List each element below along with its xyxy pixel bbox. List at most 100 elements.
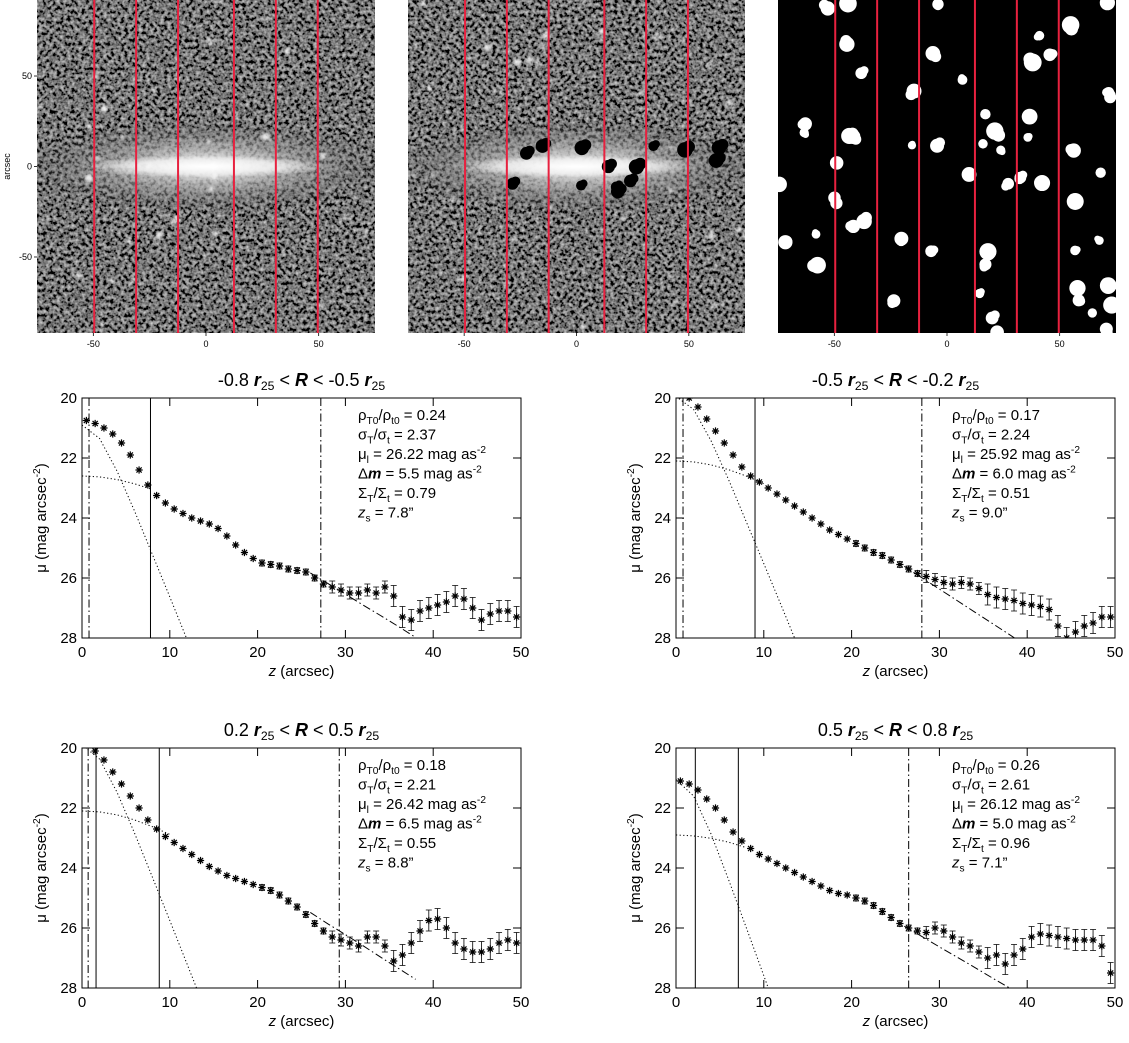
- data-point: [135, 466, 143, 474]
- star: [706, 230, 715, 239]
- x-axis-label-part: z: [268, 663, 277, 680]
- data-point: [905, 565, 913, 573]
- star: [668, 187, 675, 194]
- mask-blob: [1102, 327, 1113, 333]
- data-point: [878, 551, 886, 560]
- data-point: [179, 509, 187, 518]
- y-axis-label-part: -2: [626, 818, 637, 827]
- x-tick-label: 50: [1107, 644, 1124, 661]
- star: [426, 85, 433, 92]
- star: [673, 148, 678, 153]
- data-point: [1001, 595, 1009, 603]
- star: [151, 192, 154, 195]
- galaxy-core: [455, 155, 698, 178]
- data-point: [782, 864, 790, 872]
- image-background: [778, 0, 1116, 333]
- data-point: [477, 948, 486, 956]
- mask-blob: [606, 158, 617, 170]
- chart-title-part: r: [848, 370, 856, 390]
- data-point: [975, 948, 983, 956]
- star: [550, 8, 554, 12]
- star: [674, 300, 678, 305]
- data-point: [170, 838, 178, 847]
- annotation-part: μ: [358, 446, 367, 463]
- chart-title-part: r: [848, 720, 856, 740]
- chart-title-part: 25: [372, 379, 386, 393]
- chart-title: 0.5 r25 < R < 0.8 r25: [818, 720, 974, 743]
- data-point: [267, 560, 275, 569]
- annotation-part: z: [951, 855, 960, 872]
- y-tick-label: 24: [60, 510, 77, 527]
- data-point: [117, 780, 126, 788]
- y-tick-label: 22: [654, 450, 671, 467]
- annotation: Δm = 6.5 mag as-2: [358, 815, 482, 833]
- data-point: [179, 844, 187, 853]
- data-point: [354, 942, 363, 950]
- star: [93, 155, 101, 163]
- data-point: [852, 539, 860, 548]
- annotation-part: = 9.0”: [965, 505, 1008, 522]
- star: [483, 43, 492, 52]
- chart-title-part: 25: [855, 729, 869, 743]
- data-point: [363, 933, 371, 941]
- star: [155, 231, 164, 240]
- chart-title-part: R: [889, 370, 902, 390]
- mask-blob: [977, 288, 985, 296]
- plot-area: [82, 748, 521, 988]
- star: [705, 61, 712, 68]
- mask-blob: [778, 179, 783, 191]
- star: [344, 213, 351, 220]
- data-point: [966, 580, 974, 588]
- annotation-part: = 0.79: [390, 485, 436, 502]
- mask-blob: [998, 148, 1006, 156]
- model-curve: [310, 572, 416, 638]
- model-curve: [84, 748, 198, 988]
- star: [510, 237, 515, 242]
- star: [182, 63, 186, 67]
- mask-blob: [797, 119, 808, 130]
- annotation-part: T: [367, 786, 373, 797]
- annotation-part: t: [981, 844, 984, 855]
- y-tick-label: 20: [654, 390, 671, 407]
- annotation: ρT0/ρt0 = 0.17: [952, 407, 1040, 427]
- data-point: [390, 592, 398, 600]
- mask-blob: [1034, 176, 1047, 189]
- plot-area: [82, 398, 521, 638]
- annotation-part: μ: [952, 446, 961, 463]
- data-point: [232, 874, 240, 883]
- x-tick-label: -50: [828, 339, 841, 349]
- data-point: [504, 936, 512, 944]
- annotation: zs = 9.0”: [951, 505, 1008, 525]
- data-point: [869, 548, 878, 557]
- annotation: ΣT/Σt = 0.55: [358, 835, 436, 855]
- mask-blob: [1106, 90, 1116, 100]
- data-point: [1036, 930, 1044, 938]
- mask-blob: [1033, 33, 1041, 41]
- data-point: [1010, 951, 1018, 959]
- data-point: [460, 945, 468, 953]
- star: [525, 56, 534, 65]
- data-point: [992, 593, 1001, 602]
- annotation-part: T: [961, 844, 967, 855]
- data-point: [258, 883, 266, 892]
- annotation-part: σ: [358, 777, 368, 794]
- y-tick-label: 22: [654, 800, 671, 817]
- image-panel: [408, 0, 745, 333]
- data-point: [240, 548, 249, 557]
- annotation-part: T0: [961, 416, 973, 427]
- data-point: [799, 873, 807, 881]
- galaxy-core: [84, 155, 328, 178]
- y-tick-label: 28: [60, 630, 77, 647]
- data-point: [843, 535, 851, 543]
- data-point: [337, 586, 345, 594]
- data-point: [1036, 602, 1044, 611]
- x-tick-label: 20: [843, 644, 860, 661]
- x-tick-label: 20: [843, 994, 860, 1011]
- annotation: zs = 7.1”: [951, 855, 1008, 875]
- data-point: [773, 859, 781, 868]
- annotation-part: /Σ: [374, 835, 387, 852]
- mask-blob: [510, 176, 521, 187]
- x-axis-label-part: z: [268, 1013, 277, 1030]
- star: [579, 324, 586, 330]
- data-point: [773, 490, 781, 498]
